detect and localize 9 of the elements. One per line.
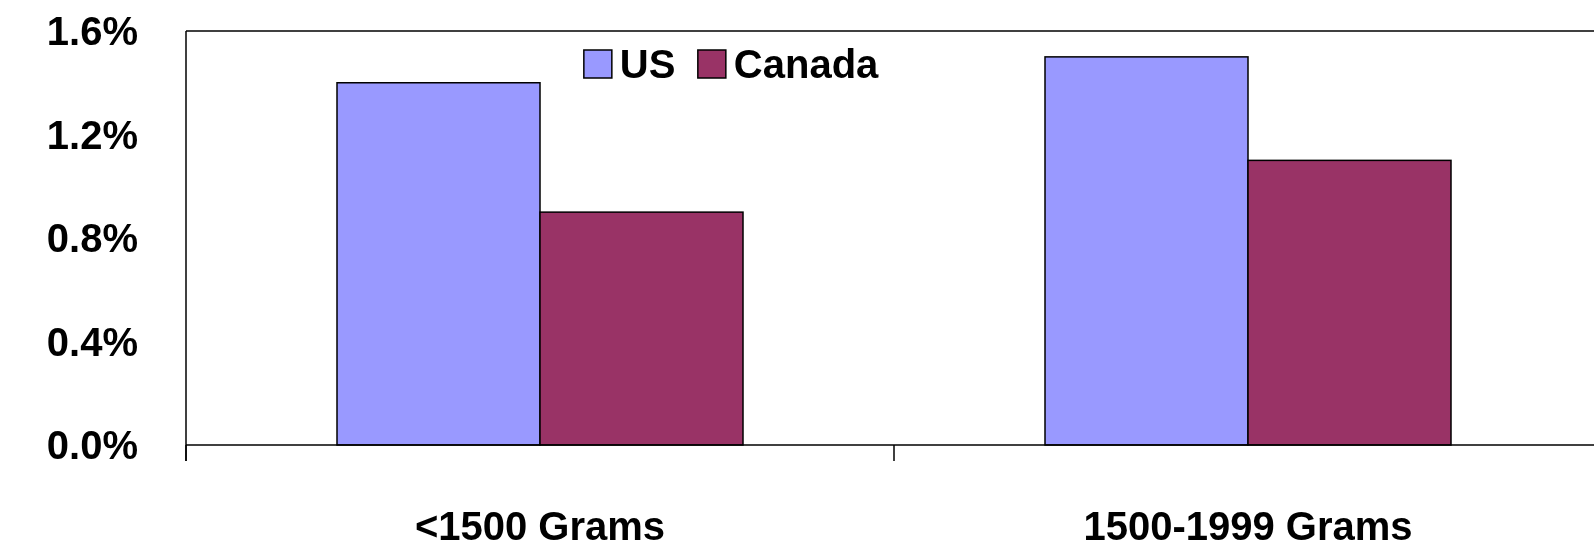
- y-tick-label: 0.8%: [46, 216, 138, 260]
- legend-label: Canada: [733, 42, 880, 86]
- x-tick-label: 1500-1999 Grams: [1083, 504, 1413, 548]
- legend-label: US: [619, 42, 676, 86]
- x-tick-label: <1500 Grams: [414, 504, 666, 548]
- y-tick-label: 1.6%: [46, 9, 138, 53]
- y-tick-label: 1.2%: [46, 112, 138, 157]
- y-tick-label: 0.4%: [46, 319, 138, 364]
- y-tick-label: 0.0%: [46, 423, 138, 467]
